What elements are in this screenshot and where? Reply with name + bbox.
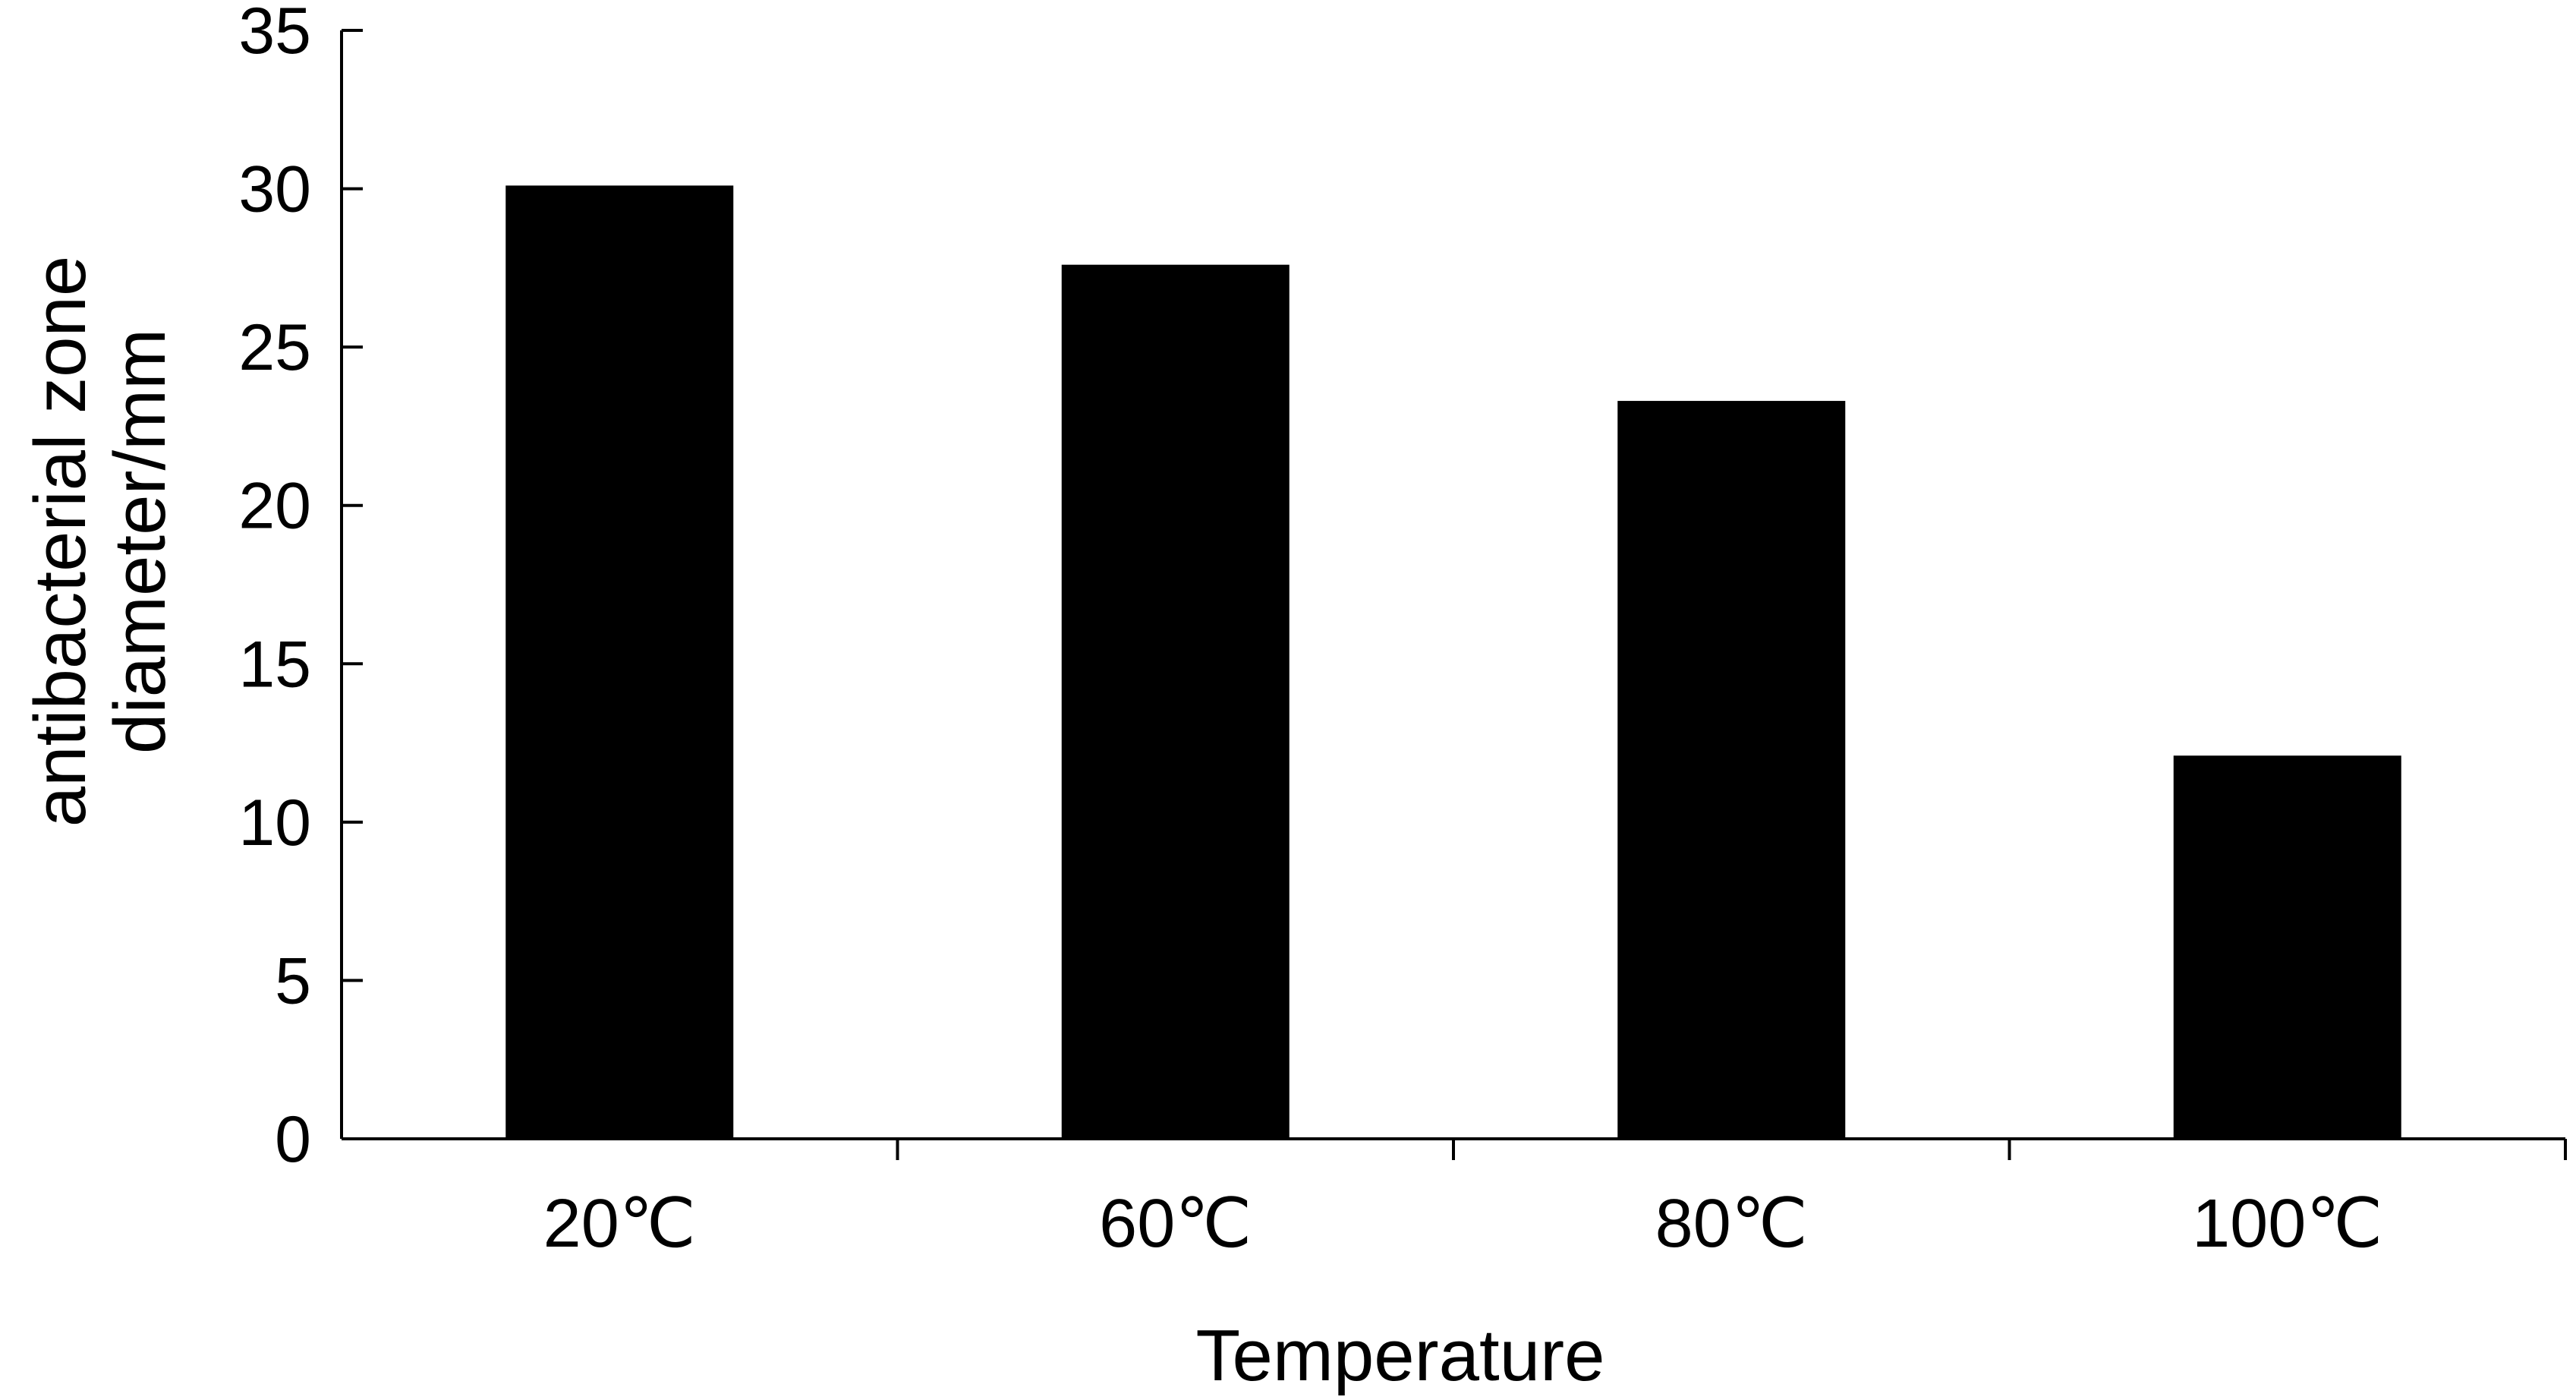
bars-group [505,185,2401,1140]
y-tick-label: 5 [275,944,311,1017]
y-axis-title-line-1: antibacterial zone [20,256,101,827]
x-axis-title: Temperature [1196,1315,1605,1396]
bar [505,185,734,1139]
y-tick-label: 10 [238,787,311,859]
x-tick-label: 80℃ [1655,1186,1808,1262]
bar [2173,755,2401,1139]
y-ticks-group: 0 5 10 15 20 25 30 35 [238,0,363,1176]
y-tick-label: 30 [238,153,311,226]
y-tick-label: 35 [238,0,311,68]
y-tick-label: 15 [238,628,311,701]
y-axis-title: antibacterial zone diameter/mm [20,256,181,827]
x-ticks-group: 20℃ 60℃ 80℃ 100℃ [543,1139,2567,1262]
x-tick-label: 100℃ [2192,1186,2382,1262]
x-tick-label: 20℃ [543,1186,696,1262]
y-tick-label: 25 [238,311,311,384]
bar [1061,264,1290,1140]
bar [1617,401,1846,1139]
y-tick-label: 20 [238,470,311,543]
x-tick-label: 60℃ [1099,1186,1252,1262]
y-tick-label: 0 [275,1103,311,1176]
y-axis-title-line-2: diameter/mm [99,329,181,754]
